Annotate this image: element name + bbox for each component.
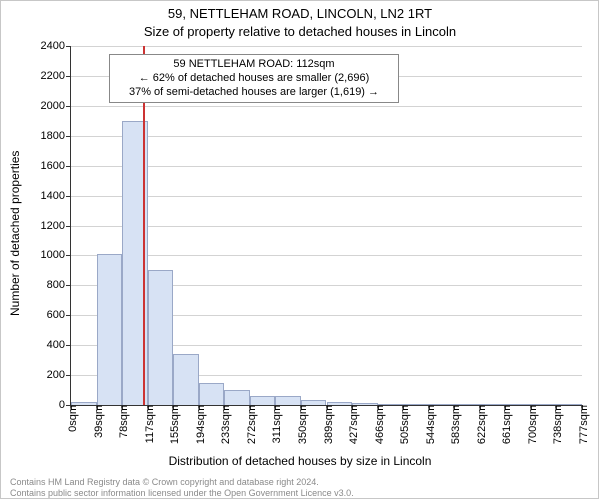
grid-line [71,226,582,227]
chart-title-line2: Size of property relative to detached ho… [0,24,600,39]
x-tick-label: 78sqm [114,405,130,438]
x-tick-label: 466sqm [370,405,386,444]
histogram-bar [148,270,174,405]
grid-line [71,196,582,197]
x-tick-label: 117sqm [140,405,156,443]
x-tick-label: 427sqm [344,405,360,444]
y-tick-label: 200 [47,369,71,381]
y-tick-label: 2400 [41,40,71,52]
y-axis-label: Number of detached properties [8,151,22,316]
histogram-bar [275,396,301,405]
x-tick-label: 311sqm [267,405,283,443]
annotation-line-2: ← 62% of detached houses are smaller (2,… [118,72,390,86]
attribution-text: Contains HM Land Registry data © Crown c… [10,477,354,498]
x-tick-label: 661sqm [497,405,513,444]
y-tick-label: 2000 [41,100,71,112]
y-tick-label: 400 [47,339,71,351]
annotation-box: 59 NETTLEHAM ROAD: 112sqm← 62% of detach… [109,54,399,103]
histogram-bar [97,254,123,405]
histogram-bar [250,396,276,405]
y-tick-label: 1600 [41,160,71,172]
x-tick-label: 544sqm [421,405,437,444]
x-tick-label: 622sqm [472,405,488,444]
x-tick-label: 350sqm [293,405,309,444]
y-tick-label: 1800 [41,130,71,142]
histogram-bar [199,383,225,405]
x-tick-label: 194sqm [191,405,207,444]
grid-line [71,255,582,256]
y-tick-label: 1000 [41,249,71,261]
x-tick-label: 583sqm [446,405,462,444]
y-tick-label: 600 [47,309,71,321]
grid-line [71,136,582,137]
plot-area: 0200400600800100012001400160018002000220… [70,46,582,406]
x-tick-label: 39sqm [89,405,105,438]
y-tick-label: 1200 [41,220,71,232]
attribution-line1: Contains HM Land Registry data © Crown c… [10,477,354,487]
histogram-bar [224,390,250,405]
y-tick-label: 2200 [41,70,71,82]
attribution-line2: Contains public sector information licen… [10,488,354,498]
grid-line [71,106,582,107]
x-tick-label: 389sqm [319,405,335,444]
histogram-bar [173,354,199,405]
grid-line [71,166,582,167]
x-tick-label: 0sqm [63,405,79,432]
chart-container: { "chart": { "type": "histogram", "title… [0,0,600,500]
x-tick-label: 155sqm [165,405,181,444]
grid-line [71,46,582,47]
x-tick-label: 777sqm [574,405,590,444]
chart-title-line1: 59, NETTLEHAM ROAD, LINCOLN, LN2 1RT [0,6,600,21]
y-tick-label: 800 [47,279,71,291]
x-tick-label: 700sqm [523,405,539,444]
x-axis-label: Distribution of detached houses by size … [0,454,600,468]
x-tick-label: 505sqm [395,405,411,444]
x-tick-label: 272sqm [242,405,258,444]
x-tick-label: 233sqm [216,405,232,444]
y-tick-label: 1400 [41,190,71,202]
annotation-line-1: 59 NETTLEHAM ROAD: 112sqm [118,58,390,72]
x-tick-label: 738sqm [548,405,564,444]
annotation-line-3: 37% of semi-detached houses are larger (… [118,86,390,100]
